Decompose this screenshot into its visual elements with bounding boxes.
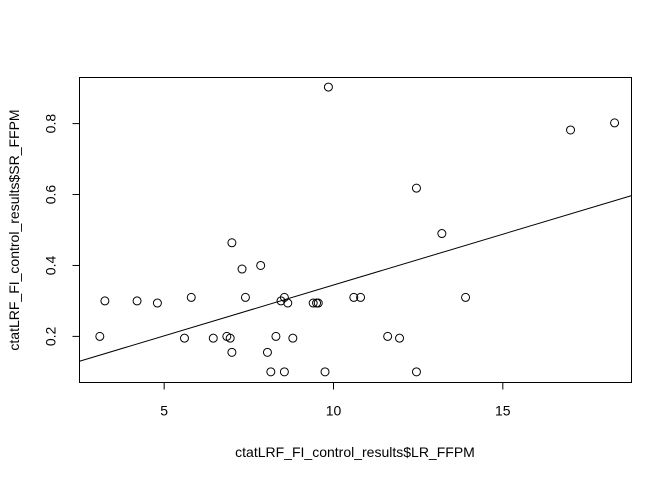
data-point: [279, 367, 289, 377]
data-point: [240, 292, 250, 302]
data-point: [308, 298, 318, 308]
data-point: [461, 292, 471, 302]
data-point: [262, 347, 272, 357]
y-tick-label: 0.2: [43, 326, 59, 346]
y-axis-label: ctatLRF_FI_control_results$SR_FFPM: [6, 109, 22, 350]
data-point: [320, 367, 330, 377]
data-point: [566, 125, 576, 135]
data-point: [266, 367, 276, 377]
data-point: [179, 333, 189, 343]
data-point: [437, 229, 447, 239]
data-point: [411, 367, 421, 377]
data-point: [208, 333, 218, 343]
data-point: [395, 333, 405, 343]
y-tick-label: 0.8: [43, 114, 59, 134]
data-point: [349, 292, 359, 302]
y-axis: 0.2 0.4 0.6 0.8: [43, 114, 80, 346]
data-point: [383, 331, 393, 341]
x-tick-label: 10: [326, 403, 342, 419]
data-point: [237, 264, 247, 274]
data-point: [323, 82, 333, 92]
data-point: [256, 260, 266, 270]
y-tick-label: 0.6: [43, 185, 59, 205]
data-point: [227, 238, 237, 248]
data-point: [100, 296, 110, 306]
x-tick-label: 15: [495, 403, 511, 419]
data-point: [288, 333, 298, 343]
data-point: [95, 331, 105, 341]
regression-line-group: [79, 195, 632, 362]
data-point: [313, 298, 323, 308]
x-axis-label: ctatLRF_FI_control_results$LR_FFPM: [235, 444, 475, 460]
data-point: [283, 298, 293, 308]
data-point: [132, 296, 142, 306]
data-point: [152, 298, 162, 308]
data-point: [225, 333, 235, 343]
y-tick-label: 0.4: [43, 256, 59, 276]
data-point: [411, 183, 421, 193]
data-points: [95, 82, 620, 377]
x-tick-label: 5: [160, 403, 168, 419]
data-point: [227, 347, 237, 357]
data-point: [610, 118, 620, 128]
data-point: [271, 331, 281, 341]
x-axis: 5 10 15: [160, 382, 511, 419]
regression-line: [79, 195, 632, 362]
data-point: [356, 292, 366, 302]
data-point: [186, 292, 196, 302]
